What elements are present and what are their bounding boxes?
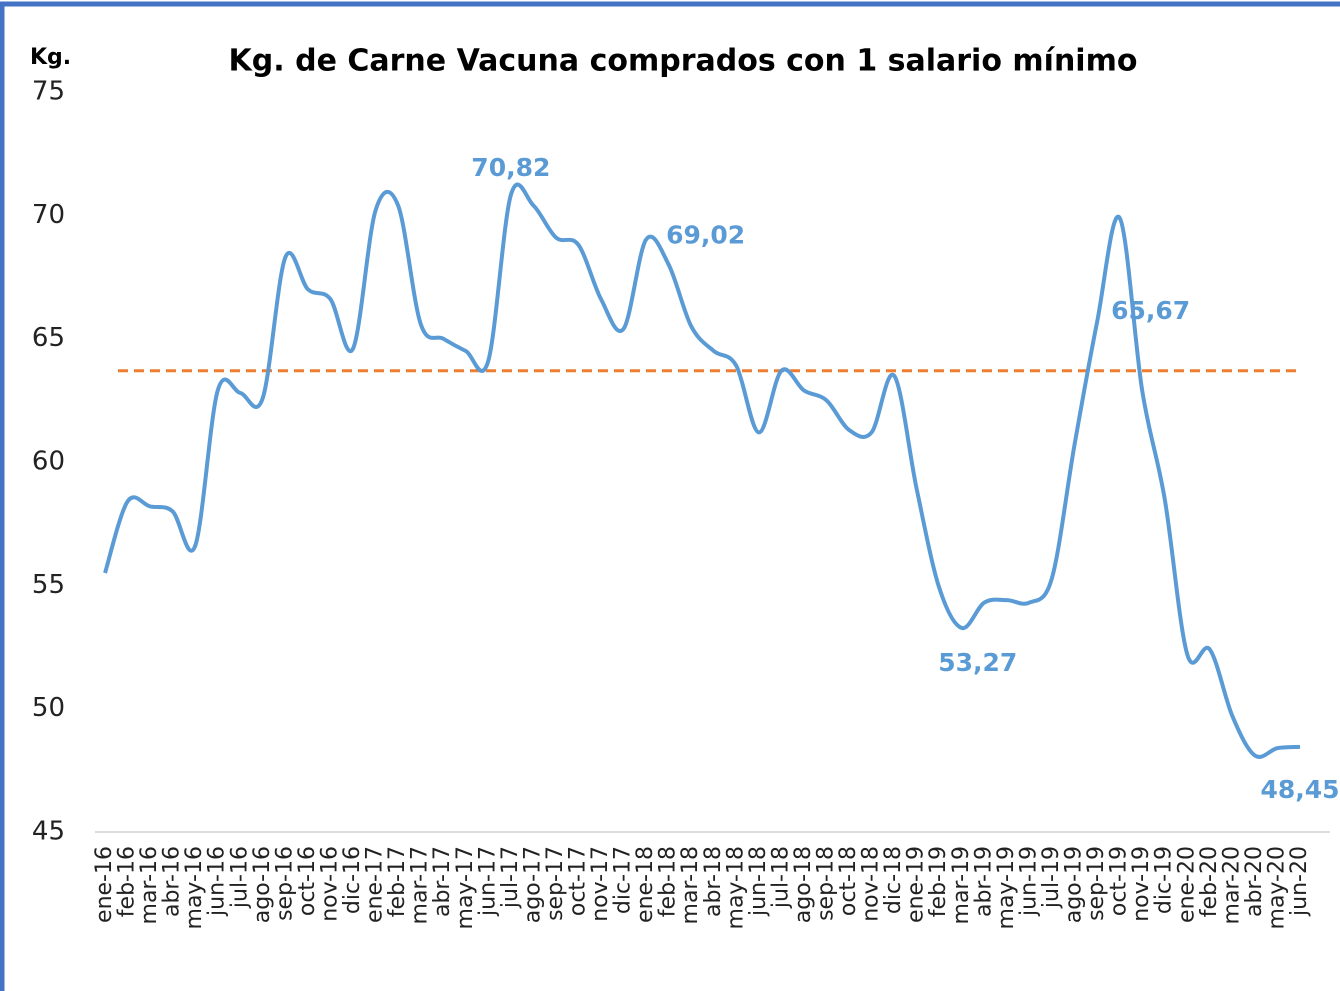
- x-tick-label: oct-18: [836, 846, 861, 916]
- x-tick-label: may-16: [182, 846, 207, 929]
- x-tick-label: may-20: [1264, 846, 1289, 929]
- x-tick-label: may-18: [723, 846, 748, 929]
- x-tick-label: nov-17: [588, 846, 613, 922]
- x-tick-label: jun-16: [205, 846, 230, 917]
- x-tick-label: oct-16: [295, 846, 320, 916]
- y-tick-label: 45: [32, 817, 65, 847]
- data-label: 53,27: [938, 648, 1017, 677]
- y-tick-label: 65: [32, 323, 65, 353]
- y-tick-label: 55: [32, 570, 65, 600]
- x-tick-label: abr-20: [1242, 846, 1267, 917]
- x-tick-label: jul-17: [498, 846, 523, 909]
- x-tick-label: ene-18: [633, 846, 658, 923]
- x-tick-label: mar-20: [1219, 846, 1244, 924]
- x-tick-label: dic-18: [881, 846, 906, 914]
- x-tick-label: nov-18: [859, 846, 884, 922]
- chart-title: Kg. de Carne Vacuna comprados con 1 sala…: [229, 44, 1138, 79]
- x-tick-label: oct-17: [565, 846, 590, 916]
- x-tick-label: ago-16: [250, 846, 275, 923]
- y-axis-label: Kg.: [30, 45, 71, 70]
- x-tick-label: ago-18: [791, 846, 816, 923]
- y-tick-label: 50: [32, 693, 65, 723]
- x-tick-label: nov-19: [1129, 846, 1154, 922]
- x-tick-label: may-19: [994, 846, 1019, 929]
- x-tick-label: feb-19: [926, 846, 951, 917]
- y-tick-label: 75: [32, 77, 65, 107]
- data-label: 48,45: [1260, 775, 1339, 804]
- y-tick-label: 70: [32, 200, 65, 230]
- x-tick-label: sep-16: [272, 846, 297, 921]
- x-tick-label: dic-19: [1152, 846, 1177, 914]
- x-tick-label: feb-18: [656, 846, 681, 917]
- x-tick-label: jul-19: [1039, 846, 1064, 909]
- data-label: 70,82: [471, 153, 550, 182]
- data-label: 65,67: [1111, 296, 1190, 325]
- x-tick-label: may-17: [453, 846, 478, 929]
- x-tick-label: sep-17: [543, 846, 568, 921]
- x-tick-label: mar-17: [408, 846, 433, 924]
- x-tick-label: ene-16: [92, 846, 117, 923]
- x-tick-label: jul-16: [227, 846, 252, 909]
- x-tick-label: sep-18: [814, 846, 839, 921]
- x-tick-label: abr-19: [971, 846, 996, 917]
- x-tick-label: mar-16: [137, 846, 162, 924]
- x-tick-label: sep-19: [1084, 846, 1109, 921]
- x-tick-label: mar-18: [678, 846, 703, 924]
- x-tick-label: feb-17: [385, 846, 410, 917]
- x-tick-label: ene-19: [904, 846, 929, 923]
- x-tick-label: abr-17: [430, 846, 455, 917]
- x-tick-label: jun-20: [1287, 846, 1312, 917]
- data-line: [103, 182, 1301, 759]
- x-tick-label: ago-19: [1062, 846, 1087, 923]
- x-tick-label: mar-19: [949, 846, 974, 924]
- y-tick-label: 60: [32, 447, 65, 477]
- x-tick-label: jun-17: [475, 846, 500, 917]
- x-tick-label: ene-20: [1174, 846, 1199, 923]
- x-tick-label: nov-16: [317, 846, 342, 922]
- x-tick-label: feb-20: [1197, 846, 1222, 917]
- x-tick-label: oct-19: [1107, 846, 1132, 916]
- x-tick-label: ene-17: [363, 846, 388, 923]
- x-tick-label: ago-17: [520, 846, 545, 923]
- x-tick-label: jun-18: [746, 846, 771, 917]
- x-tick-label: jun-19: [1016, 846, 1041, 917]
- x-tick-label: abr-18: [701, 846, 726, 917]
- x-tick-label: abr-16: [160, 846, 185, 917]
- x-tick-label: jul-18: [768, 846, 793, 909]
- x-tick-label: dic-16: [340, 846, 365, 914]
- x-tick-label: feb-16: [115, 846, 140, 917]
- data-label: 69,02: [666, 221, 745, 250]
- x-tick-label: dic-17: [611, 846, 636, 914]
